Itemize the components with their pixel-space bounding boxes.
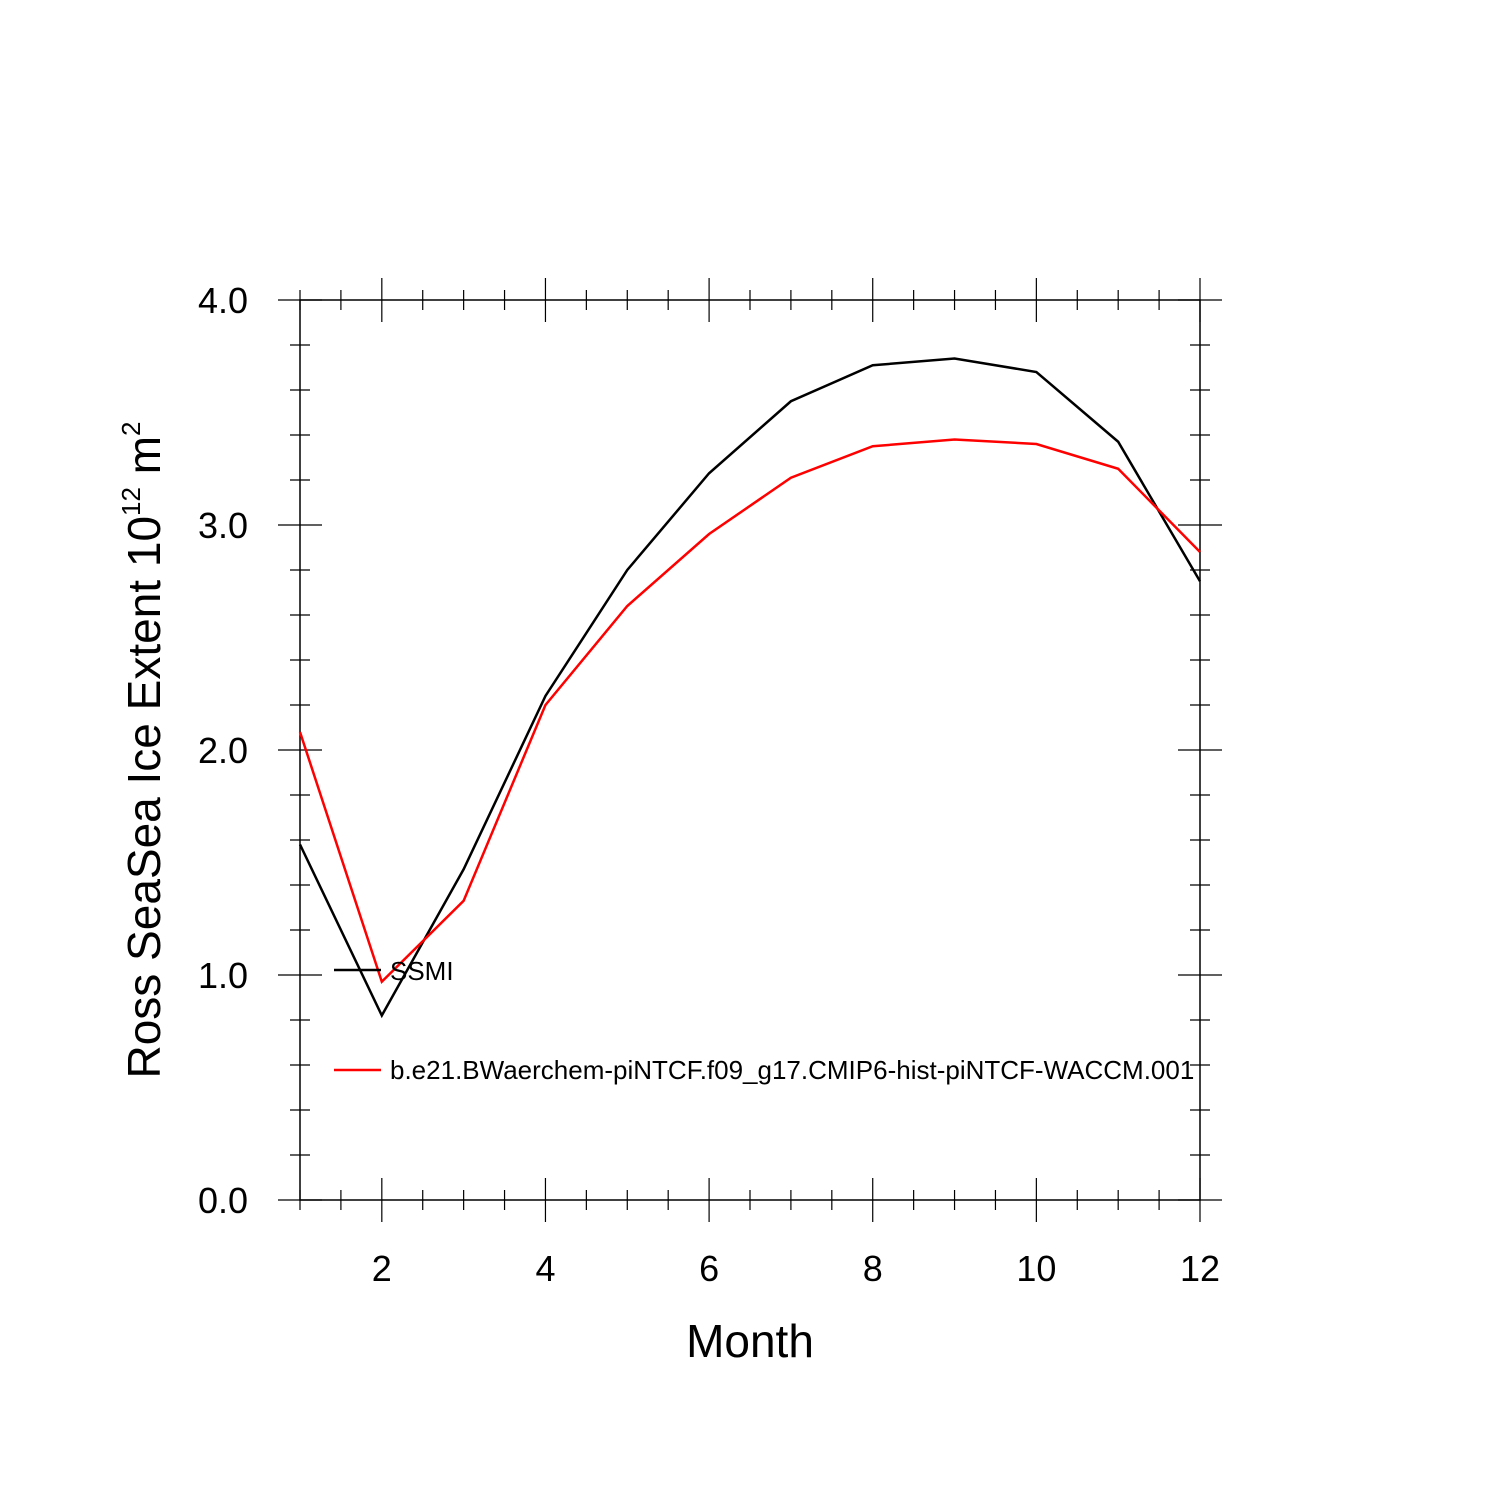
- x-tick-label: 8: [863, 1248, 883, 1289]
- series-line-model: [298, 438, 1201, 985]
- series-line-ssmi: [298, 357, 1202, 1019]
- x-axis-title: Month: [686, 1315, 814, 1367]
- axis-ticks: [278, 278, 1222, 1222]
- y-tick-label: 2.0: [198, 730, 248, 771]
- legend-label-model: b.e21.BWaerchem-piNTCF.f09_g17.CMIP6-his…: [390, 1055, 1194, 1085]
- x-tick-label: 10: [1016, 1248, 1056, 1289]
- axis-tick-labels: 2 4 6 8 10 12 0.0 1.0 2.0 3.0 4.0: [198, 280, 1220, 1289]
- y-tick-label: 1.0: [198, 955, 248, 996]
- x-tick-label: 6: [699, 1248, 719, 1289]
- x-tick-label: 4: [535, 1248, 555, 1289]
- y-tick-label: 3.0: [198, 505, 248, 546]
- legend-label-ssmi: SSMI: [390, 956, 454, 986]
- x-tick-label: 2: [372, 1248, 392, 1289]
- y-axis-title-unit-exponent: 2: [116, 421, 146, 435]
- y-axis-title-exponent: 12: [116, 487, 146, 516]
- y-axis-title-prefix: Ross SeaSea Ice Extent 10: [118, 516, 170, 1079]
- y-tick-label: 0.0: [198, 1180, 248, 1221]
- y-axis-title-unit: m: [118, 436, 170, 487]
- y-axis-title: Ross SeaSea Ice Extent 1012 m2: [116, 421, 170, 1078]
- series-lines: [298, 357, 1202, 1019]
- legend: SSMI b.e21.BWaerchem-piNTCF.f09_g17.CMIP…: [334, 956, 1194, 1085]
- y-tick-label: 4.0: [198, 280, 248, 321]
- x-tick-label: 12: [1180, 1248, 1220, 1289]
